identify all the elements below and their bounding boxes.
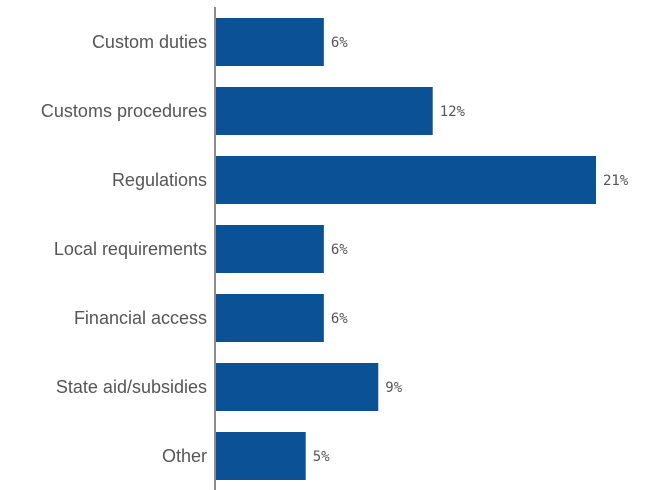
value-label-state-aid-subsidies: 9% xyxy=(385,380,402,396)
category-labels-group: Custom duties Customs procedures Regulatio… xyxy=(41,32,207,466)
value-label-customs-procedures: 12% xyxy=(440,104,466,120)
value-label-custom-duties: 6% xyxy=(331,35,348,51)
category-label-state-aid-subsidies: State aid/subsidies xyxy=(56,377,207,397)
bar-other xyxy=(215,432,306,480)
category-label-financial-access: Financial access xyxy=(74,308,207,328)
value-label-local-requirements: 6% xyxy=(331,242,348,258)
category-label-custom-duties: Custom duties xyxy=(92,32,207,52)
bars-group xyxy=(215,18,596,480)
bar-state-aid-subsidies xyxy=(215,363,379,411)
bar-financial-access xyxy=(215,294,324,342)
bar-local-requirements xyxy=(215,225,324,273)
value-label-regulations: 21% xyxy=(603,173,629,189)
bar-customs-procedures xyxy=(215,87,433,135)
bar-regulations xyxy=(215,156,596,204)
value-label-other: 5% xyxy=(313,449,330,465)
category-label-regulations: Regulations xyxy=(112,170,207,190)
category-label-customs-procedures: Customs procedures xyxy=(41,101,207,121)
category-label-local-requirements: Local requirements xyxy=(54,239,207,259)
value-label-financial-access: 6% xyxy=(331,311,348,327)
value-labels-group: 6% 12% 21% 6% 6% 9% 5% xyxy=(313,35,629,465)
bar-custom-duties xyxy=(215,18,324,66)
category-label-other: Other xyxy=(162,446,207,466)
